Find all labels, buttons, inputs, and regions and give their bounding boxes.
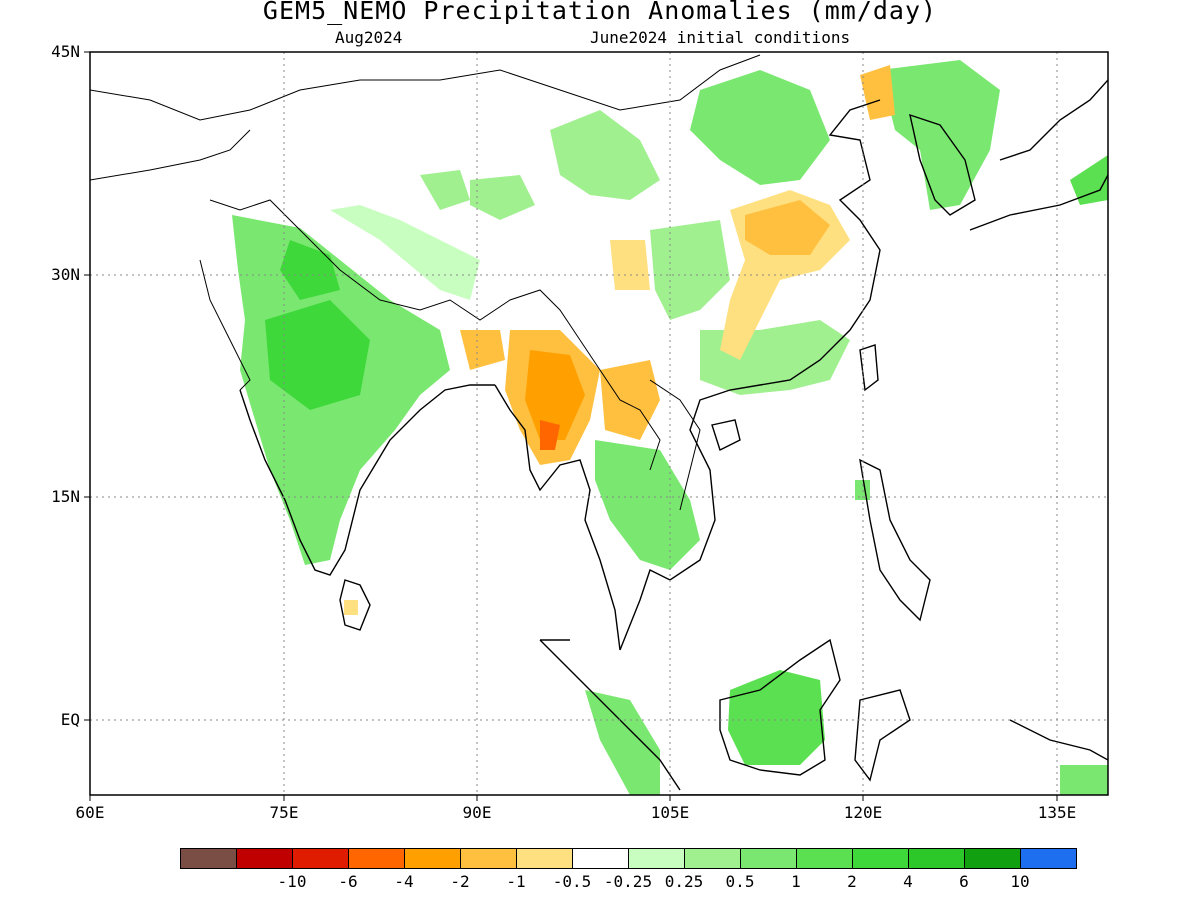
anomaly-region-myanmar-core: [525, 350, 585, 440]
country-borders: [90, 54, 761, 511]
colorbar-label: -10: [277, 872, 307, 891]
anomaly-region-inner-mongolia: [690, 70, 830, 185]
anomaly-region-borneo: [728, 670, 825, 765]
colorbar-label: -0.5: [552, 872, 592, 891]
coastlines: [239, 79, 1108, 795]
coast-borneo: [719, 638, 841, 776]
colorbar-label: -2: [450, 872, 470, 891]
colorbar-cell: [516, 848, 573, 869]
lon-label-90e: 90E: [462, 803, 492, 822]
lat-label-30n: 30N: [51, 265, 80, 284]
anomaly-region-korea: [880, 60, 1000, 210]
colorbar-cell: [572, 848, 629, 869]
colorbar-cell: [796, 848, 853, 869]
anomaly-region-hubei: [745, 200, 830, 255]
colorbar-label: 10: [1010, 872, 1030, 891]
colorbar-cell: [1020, 848, 1077, 869]
coast-myanmar: [494, 384, 621, 651]
colorbar-cell: [460, 848, 517, 869]
colorbar-label: -1: [506, 872, 526, 891]
colorbar-label: 0.25: [664, 872, 704, 891]
lon-label-120e: 120E: [843, 803, 883, 822]
coast-new-guinea: [1009, 719, 1108, 761]
anomaly-region-gansu: [550, 110, 660, 200]
lat-label-45n: 45N: [51, 42, 80, 61]
anomaly-region-central-india: [265, 300, 370, 410]
colorbar-label: 0.5: [725, 872, 755, 891]
colorbar-label: -6: [338, 872, 358, 891]
border-myanmar-thailand: [579, 339, 661, 471]
map-frame: [89, 51, 1109, 796]
colorbar-cell: [404, 848, 461, 869]
border-china-mongolia: [439, 54, 761, 111]
page-title: GEM5_NEMO Precipitation Anomalies (mm/da…: [262, 0, 938, 25]
colorbar-label: 2: [847, 872, 857, 891]
anomaly-region-tibet-east: [420, 170, 470, 210]
colorbar-cell: [964, 848, 1021, 869]
coast-sri-lanka: [339, 579, 371, 631]
coast-india: [239, 384, 495, 576]
gridlines: [90, 52, 1108, 795]
anomaly-region-thailand: [595, 440, 700, 570]
colorbar-cell: [908, 848, 965, 869]
coast-korea: [909, 113, 976, 216]
anomaly-region-laos: [600, 360, 660, 440]
anomaly-region-south-china: [700, 320, 850, 395]
border-india-north: [209, 199, 581, 341]
anomaly-region-tibet: [330, 205, 480, 300]
colorbar-label: 6: [959, 872, 969, 891]
colorbar-cell: [292, 848, 349, 869]
colorbar-label: 1: [791, 872, 801, 891]
lat-label-15n: 15N: [51, 487, 80, 506]
anomaly-region-bangladesh: [460, 330, 505, 370]
colorbar-label: -0.25: [603, 872, 653, 891]
colorbar: [180, 848, 1077, 869]
anomaly-region-myanmar-peak: [540, 420, 560, 450]
coast-philippines: [859, 458, 931, 622]
anomaly-region-japan: [1070, 155, 1108, 205]
anomaly-region-yunnan: [610, 240, 650, 290]
border-kazakh: [90, 79, 440, 121]
lon-label-60e: 60E: [75, 803, 105, 822]
colorbar-label: -4: [394, 872, 414, 891]
lon-label-75e: 75E: [269, 803, 299, 822]
coast-hainan: [711, 419, 741, 451]
colorbar-cell: [684, 848, 741, 869]
lon-label-135e: 135E: [1037, 803, 1077, 822]
colorbar-label: 4: [903, 872, 913, 891]
colorbar-cell: [236, 848, 293, 869]
forecast-month: Aug2024: [335, 28, 403, 47]
anomaly-region-sumatra: [585, 690, 660, 795]
border-pakistan: [199, 259, 251, 391]
coast-japan: [969, 79, 1108, 231]
anomaly-region-sri-lanka: [344, 600, 358, 615]
border-afghan: [90, 129, 251, 181]
colorbar-cell: [348, 848, 405, 869]
coast-indochina: [619, 99, 881, 651]
anomaly-region-north-china: [860, 65, 895, 120]
colorbar-cell: [628, 848, 685, 869]
anomaly-region-sichuan: [650, 220, 730, 320]
lon-label-105e: 105E: [650, 803, 690, 822]
tick-marks: [84, 51, 1058, 801]
colorbar-cell: [740, 848, 797, 869]
coast-sulawesi: [854, 689, 911, 782]
border-laos-vietnam: [649, 379, 701, 511]
anomaly-region-new-guinea: [1060, 765, 1108, 795]
colorbar-cell: [180, 848, 237, 869]
colorbar-cell: [852, 848, 909, 869]
lat-label-eq: EQ: [60, 710, 80, 729]
anomaly-region-qinghai: [470, 175, 535, 220]
initial-conditions: June2024 initial conditions: [590, 28, 851, 47]
anomaly-field: [232, 60, 1108, 795]
